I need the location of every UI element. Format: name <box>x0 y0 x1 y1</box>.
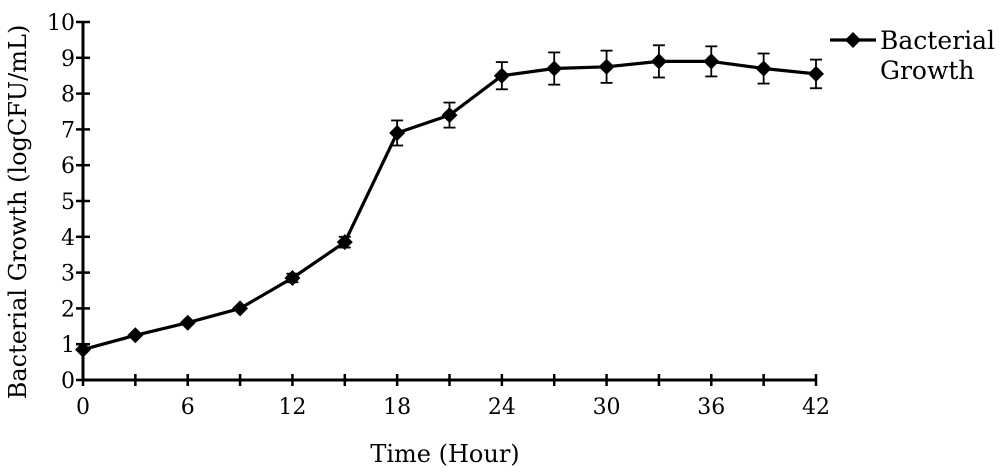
legend: Bacterial Growth <box>830 26 995 85</box>
data-point-diamond <box>336 234 353 251</box>
x-axis-ticks: 0 6 12 18 24 30 36 42 <box>76 374 830 420</box>
y-tick-label: 4 <box>61 226 75 251</box>
y-tick-label: 2 <box>61 297 75 322</box>
legend-label-line-1: Bacterial <box>880 26 995 55</box>
data-point-diamond <box>598 58 615 75</box>
y-tick-label: 1 <box>61 333 75 358</box>
y-tick-label: 10 <box>47 11 75 36</box>
data-point-diamond <box>650 53 667 70</box>
y-tick-label: 0 <box>61 369 75 394</box>
error-bars <box>286 44 822 284</box>
data-point-diamond <box>389 124 406 141</box>
x-tick-label: 30 <box>593 395 621 420</box>
x-tick-label: 18 <box>383 395 411 420</box>
data-point-diamond <box>127 327 144 344</box>
x-tick-label: 42 <box>802 395 830 420</box>
y-axis-ticks: 0 1 2 3 4 5 6 7 8 9 10 <box>47 11 90 394</box>
x-tick-label: 6 <box>181 395 195 420</box>
data-point-diamond <box>546 60 563 77</box>
x-axis-title: Time (Hour) <box>370 440 519 468</box>
x-tick-label: 24 <box>488 395 516 420</box>
x-tick-label: 12 <box>278 395 306 420</box>
series-markers <box>75 53 824 358</box>
y-tick-label: 3 <box>61 262 75 287</box>
y-axis-title: Bacterial Growth (logCFU/mL) <box>4 25 32 400</box>
data-point-diamond <box>232 300 249 317</box>
data-point-diamond <box>75 341 91 358</box>
data-point-diamond <box>703 53 720 70</box>
data-point-diamond <box>493 67 510 84</box>
data-point-diamond <box>755 60 772 77</box>
data-point-diamond <box>808 65 824 82</box>
y-tick-label: 9 <box>61 47 75 72</box>
data-point-diamond <box>284 269 301 286</box>
data-point-diamond <box>179 314 196 331</box>
y-tick-label: 7 <box>61 118 75 143</box>
legend-marker-diamond-icon <box>845 32 861 48</box>
y-tick-label: 6 <box>61 154 75 179</box>
legend-label-line-2: Growth <box>880 56 975 85</box>
y-tick-label: 8 <box>61 83 75 108</box>
y-tick-label: 5 <box>61 190 75 215</box>
x-tick-label: 36 <box>697 395 725 420</box>
data-point-diamond <box>441 107 458 124</box>
x-tick-label: 0 <box>76 395 90 420</box>
